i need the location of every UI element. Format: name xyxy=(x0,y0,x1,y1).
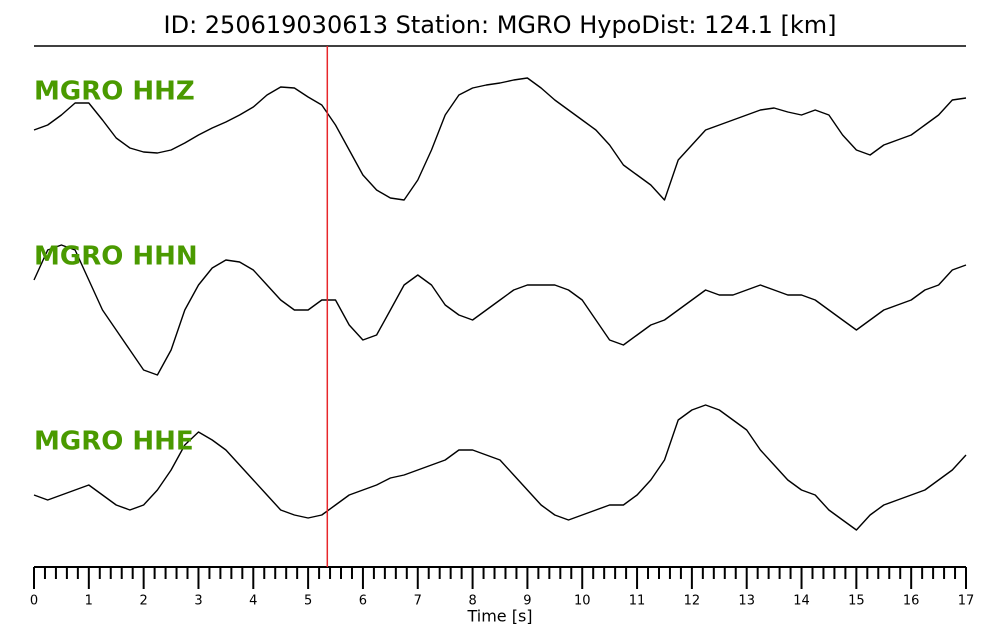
x-tick-label: 5 xyxy=(304,594,312,609)
waveform xyxy=(33,244,967,376)
x-tick-label: 13 xyxy=(738,594,755,609)
trace-label: MGRO HHE xyxy=(34,427,194,457)
x-tick-label: 6 xyxy=(359,594,367,609)
x-tick-label: 4 xyxy=(249,594,257,609)
x-tick-label: 1 xyxy=(85,594,93,609)
x-tick-label: 15 xyxy=(848,594,865,609)
x-tick-label: 0 xyxy=(30,594,38,609)
x-tick-label: 10 xyxy=(574,594,591,609)
x-tick-label: 11 xyxy=(629,594,646,609)
x-tick-label: 8 xyxy=(468,594,476,609)
trace-label: MGRO HHZ xyxy=(34,77,195,107)
x-tick-label: 12 xyxy=(684,594,701,609)
chart-title: ID: 250619030613 Station: MGRO HypoDist:… xyxy=(164,11,837,39)
x-tick-label: 16 xyxy=(903,594,920,609)
x-tick-label: 14 xyxy=(793,594,810,609)
trace-label: MGRO HHN xyxy=(34,242,198,272)
x-tick-label: 7 xyxy=(414,594,422,609)
x-tick-label: 17 xyxy=(958,594,975,609)
x-axis-label: Time [s] xyxy=(466,607,532,626)
waveform xyxy=(33,77,967,201)
x-tick-label: 2 xyxy=(140,594,148,609)
x-tick-label: 3 xyxy=(194,594,202,609)
x-tick-label: 9 xyxy=(523,594,531,609)
waveform xyxy=(33,404,967,531)
